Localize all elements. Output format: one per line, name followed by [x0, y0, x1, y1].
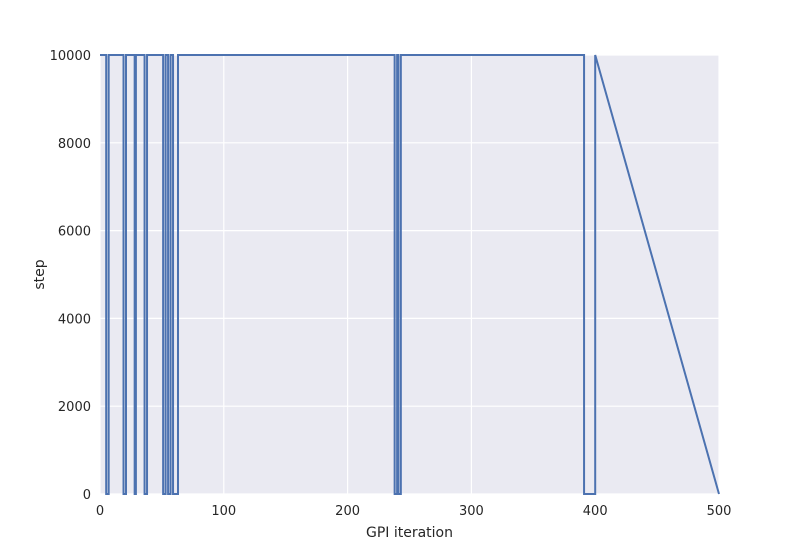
- x-axis-label: GPI iteration: [366, 525, 453, 541]
- y-tick-label-2000: 2000: [58, 400, 91, 415]
- plot-background: [100, 55, 719, 494]
- y-axis: 0 2000 4000 6000 8000 10000: [50, 49, 91, 503]
- y-tick-label-10000: 10000: [50, 49, 91, 64]
- x-axis: 0 100 200 300 400 500: [96, 504, 732, 519]
- x-tick-label-300: 300: [459, 504, 484, 519]
- y-tick-label-0: 0: [83, 488, 91, 503]
- x-tick-label-500: 500: [707, 504, 732, 519]
- x-tick-label-200: 200: [335, 504, 360, 519]
- y-tick-label-8000: 8000: [58, 137, 91, 152]
- x-tick-label-100: 100: [211, 504, 236, 519]
- y-tick-label-6000: 6000: [58, 225, 91, 240]
- x-tick-label-0: 0: [96, 504, 104, 519]
- y-tick-label-4000: 4000: [58, 312, 91, 327]
- x-tick-label-400: 400: [583, 504, 608, 519]
- series-line-step: [100, 54, 720, 495]
- y-axis-label: step: [32, 259, 48, 289]
